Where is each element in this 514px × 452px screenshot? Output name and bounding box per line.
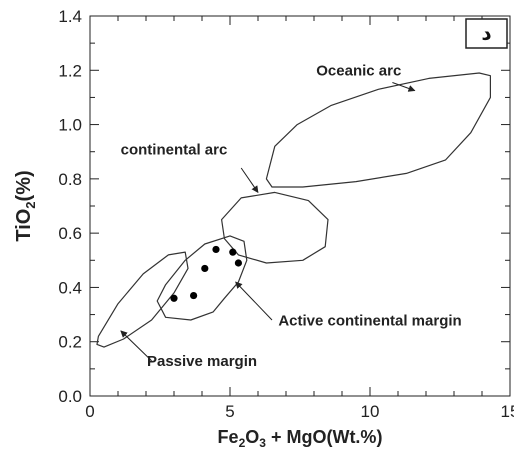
oceanic-arc-arrow	[392, 82, 416, 92]
y-tick-label: 0.0	[58, 387, 82, 406]
sample-point	[234, 259, 242, 267]
sample-point	[170, 294, 178, 302]
active-continental-margin-field	[156, 235, 248, 321]
oceanic-arc-field	[265, 72, 491, 188]
y-tick-label: 0.6	[58, 224, 82, 243]
x-tick-label: 10	[361, 402, 380, 421]
continental-arc-label: continental arc	[121, 141, 228, 158]
y-tick-label: 0.4	[58, 278, 82, 297]
y-tick-label: 0.8	[58, 170, 82, 189]
x-tick-label: 0	[85, 402, 94, 421]
passive-margin-field	[96, 251, 189, 348]
data-points	[170, 245, 242, 302]
sample-point	[201, 264, 209, 273]
panel-label: د	[481, 21, 491, 45]
plot-frame	[89, 15, 511, 397]
tick-labels: 0 5 10 15 0.0 0.2 0.4 0.6 0.8 1.0 1.2 1.4	[58, 7, 514, 421]
passive-margin-arrow	[120, 330, 152, 362]
x-axis-title: Fe2O3 + MgO(Wt.%)	[218, 427, 383, 450]
axis-ticks	[89, 15, 511, 397]
x-tick-label: 5	[225, 402, 234, 421]
passive-margin-label: Passive margin	[147, 353, 257, 370]
y-tick-label: 1.4	[58, 7, 82, 26]
continental-arc-arrow	[240, 167, 259, 194]
continental-arc-field	[221, 191, 329, 264]
y-tick-label: 1.2	[58, 61, 82, 80]
panel-label-box: د	[465, 18, 508, 49]
x-tick-label: 15	[501, 402, 514, 421]
sample-point	[190, 291, 198, 300]
active-continental-margin-label: Active continental margin	[278, 312, 461, 329]
y-tick-label: 1.0	[58, 116, 82, 135]
tectonic-fields: Oceanic arc continental arc Active contine…	[96, 63, 491, 370]
y-axis-title: TiO2(%)	[13, 170, 38, 241]
active-continental-margin-arrow	[235, 281, 273, 321]
sample-point	[212, 245, 220, 254]
y-tick-label: 0.2	[58, 333, 82, 352]
oceanic-arc-label: Oceanic arc	[316, 63, 401, 80]
sample-point	[229, 248, 237, 256]
